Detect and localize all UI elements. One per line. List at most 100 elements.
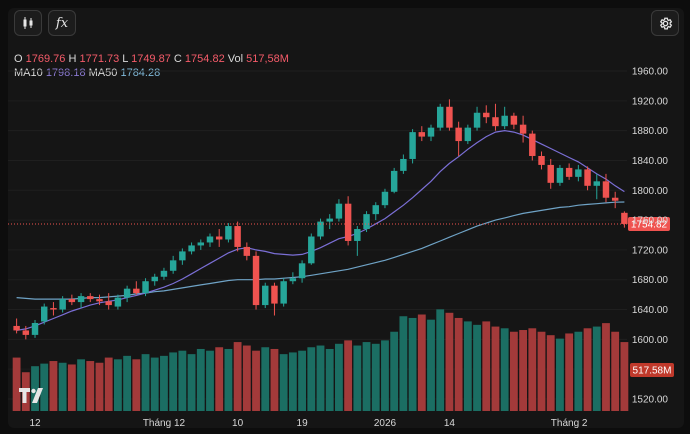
candle-body xyxy=(289,278,297,282)
candle-body xyxy=(169,260,177,271)
candle-body xyxy=(565,167,573,177)
candle-body xyxy=(77,296,85,303)
low-label: L xyxy=(122,53,129,65)
candle-body xyxy=(363,214,370,230)
candle-body xyxy=(344,203,352,241)
volume-bar xyxy=(160,355,168,411)
volume-bar xyxy=(592,326,601,411)
x-tick-label: 10 xyxy=(232,418,244,429)
volume-bar xyxy=(86,361,95,411)
candle-body xyxy=(317,221,324,237)
volume-badge-label: 517.58M xyxy=(633,366,672,377)
candlestick-icon[interactable] xyxy=(14,10,42,36)
candle-body xyxy=(400,158,407,171)
volume-bar xyxy=(196,348,205,411)
x-tick-label: 2026 xyxy=(374,418,397,429)
volume-bar xyxy=(528,328,537,411)
volume-bar xyxy=(224,348,233,411)
y-tick-label: 1640.00 xyxy=(632,305,669,316)
volume-bar xyxy=(381,340,389,411)
candle-body xyxy=(510,115,518,125)
volume-bar xyxy=(537,331,546,411)
candle-body xyxy=(31,322,39,335)
candle-body xyxy=(584,169,591,186)
candle-body xyxy=(308,236,315,264)
volume-badge xyxy=(630,363,674,377)
candle-body xyxy=(262,285,269,306)
candle-body xyxy=(252,255,260,306)
volume-bar xyxy=(279,354,288,411)
candle-body xyxy=(59,299,66,310)
open-value: 1769.76 xyxy=(25,53,66,65)
y-tick-label: 1840.00 xyxy=(632,156,669,167)
candle-body xyxy=(418,132,426,137)
volume-bar xyxy=(95,362,104,411)
ohlc-legend: O 1769.76 H 1771.73 L 1749.87 C 1754.82 … xyxy=(14,53,289,65)
candle-body xyxy=(197,242,205,246)
volume-bar xyxy=(261,347,270,411)
y-tick-label: 1920.00 xyxy=(632,96,669,107)
volume-label: Vol xyxy=(227,53,244,65)
indicators-button[interactable]: fx xyxy=(48,10,76,36)
volume-bar xyxy=(132,359,141,411)
candle-body xyxy=(529,133,536,156)
volume-bar xyxy=(335,343,343,411)
candle-body xyxy=(225,226,232,240)
volume-bar xyxy=(454,317,463,411)
volume-bar xyxy=(519,330,528,411)
candle-body xyxy=(243,246,251,256)
volume-bar xyxy=(113,359,122,411)
fx-label: fx xyxy=(55,15,69,31)
volume-bar xyxy=(298,350,306,411)
volume-bar xyxy=(242,345,251,411)
x-tick-label: Tháng 2 xyxy=(551,418,588,429)
candle-body xyxy=(271,285,278,304)
candle-body xyxy=(538,155,545,165)
candle-body xyxy=(464,127,472,142)
candle-body xyxy=(611,197,619,201)
candle-body xyxy=(409,132,416,159)
candle-body xyxy=(575,169,582,177)
volume-bar xyxy=(316,345,325,411)
volume-bar xyxy=(491,326,500,411)
volume-value: 517,58M xyxy=(246,53,289,65)
candle-body xyxy=(483,112,490,118)
volume-bar xyxy=(427,319,435,411)
candle-body xyxy=(179,251,186,261)
volume-bar xyxy=(463,321,472,411)
volume-bar xyxy=(362,342,371,411)
candle-body xyxy=(427,127,435,137)
volume-bar xyxy=(31,366,39,411)
candle-body xyxy=(455,127,462,142)
volume-bar xyxy=(565,333,574,411)
volume-bar xyxy=(344,340,353,411)
volume-bar xyxy=(187,354,196,411)
high-label: H xyxy=(68,53,77,65)
settings-button[interactable] xyxy=(651,10,679,36)
volume-bar xyxy=(500,328,509,411)
volume-bar xyxy=(215,347,224,411)
volume-bar xyxy=(611,331,620,411)
candle-body xyxy=(556,167,564,183)
ma10-label: MA10 xyxy=(14,67,43,79)
candle-body xyxy=(446,106,453,128)
volume-bar xyxy=(40,363,49,411)
volume-bar xyxy=(141,354,150,411)
volume-bar xyxy=(178,350,187,411)
volume-bar xyxy=(49,361,58,411)
volume-bar xyxy=(417,314,426,411)
volume-bar xyxy=(583,328,592,411)
ma50-value: 1784.28 xyxy=(120,67,161,79)
volume-bar xyxy=(288,352,297,411)
volume-bar xyxy=(371,343,380,411)
high-value: 1771.73 xyxy=(79,53,120,65)
candle-body xyxy=(234,226,241,247)
y-tick-label: 1880.00 xyxy=(632,126,669,137)
volume-bar xyxy=(556,338,564,411)
candle-body xyxy=(215,236,223,240)
volume-bar xyxy=(67,364,76,411)
candle-body xyxy=(151,276,158,282)
candle-body xyxy=(50,308,57,310)
